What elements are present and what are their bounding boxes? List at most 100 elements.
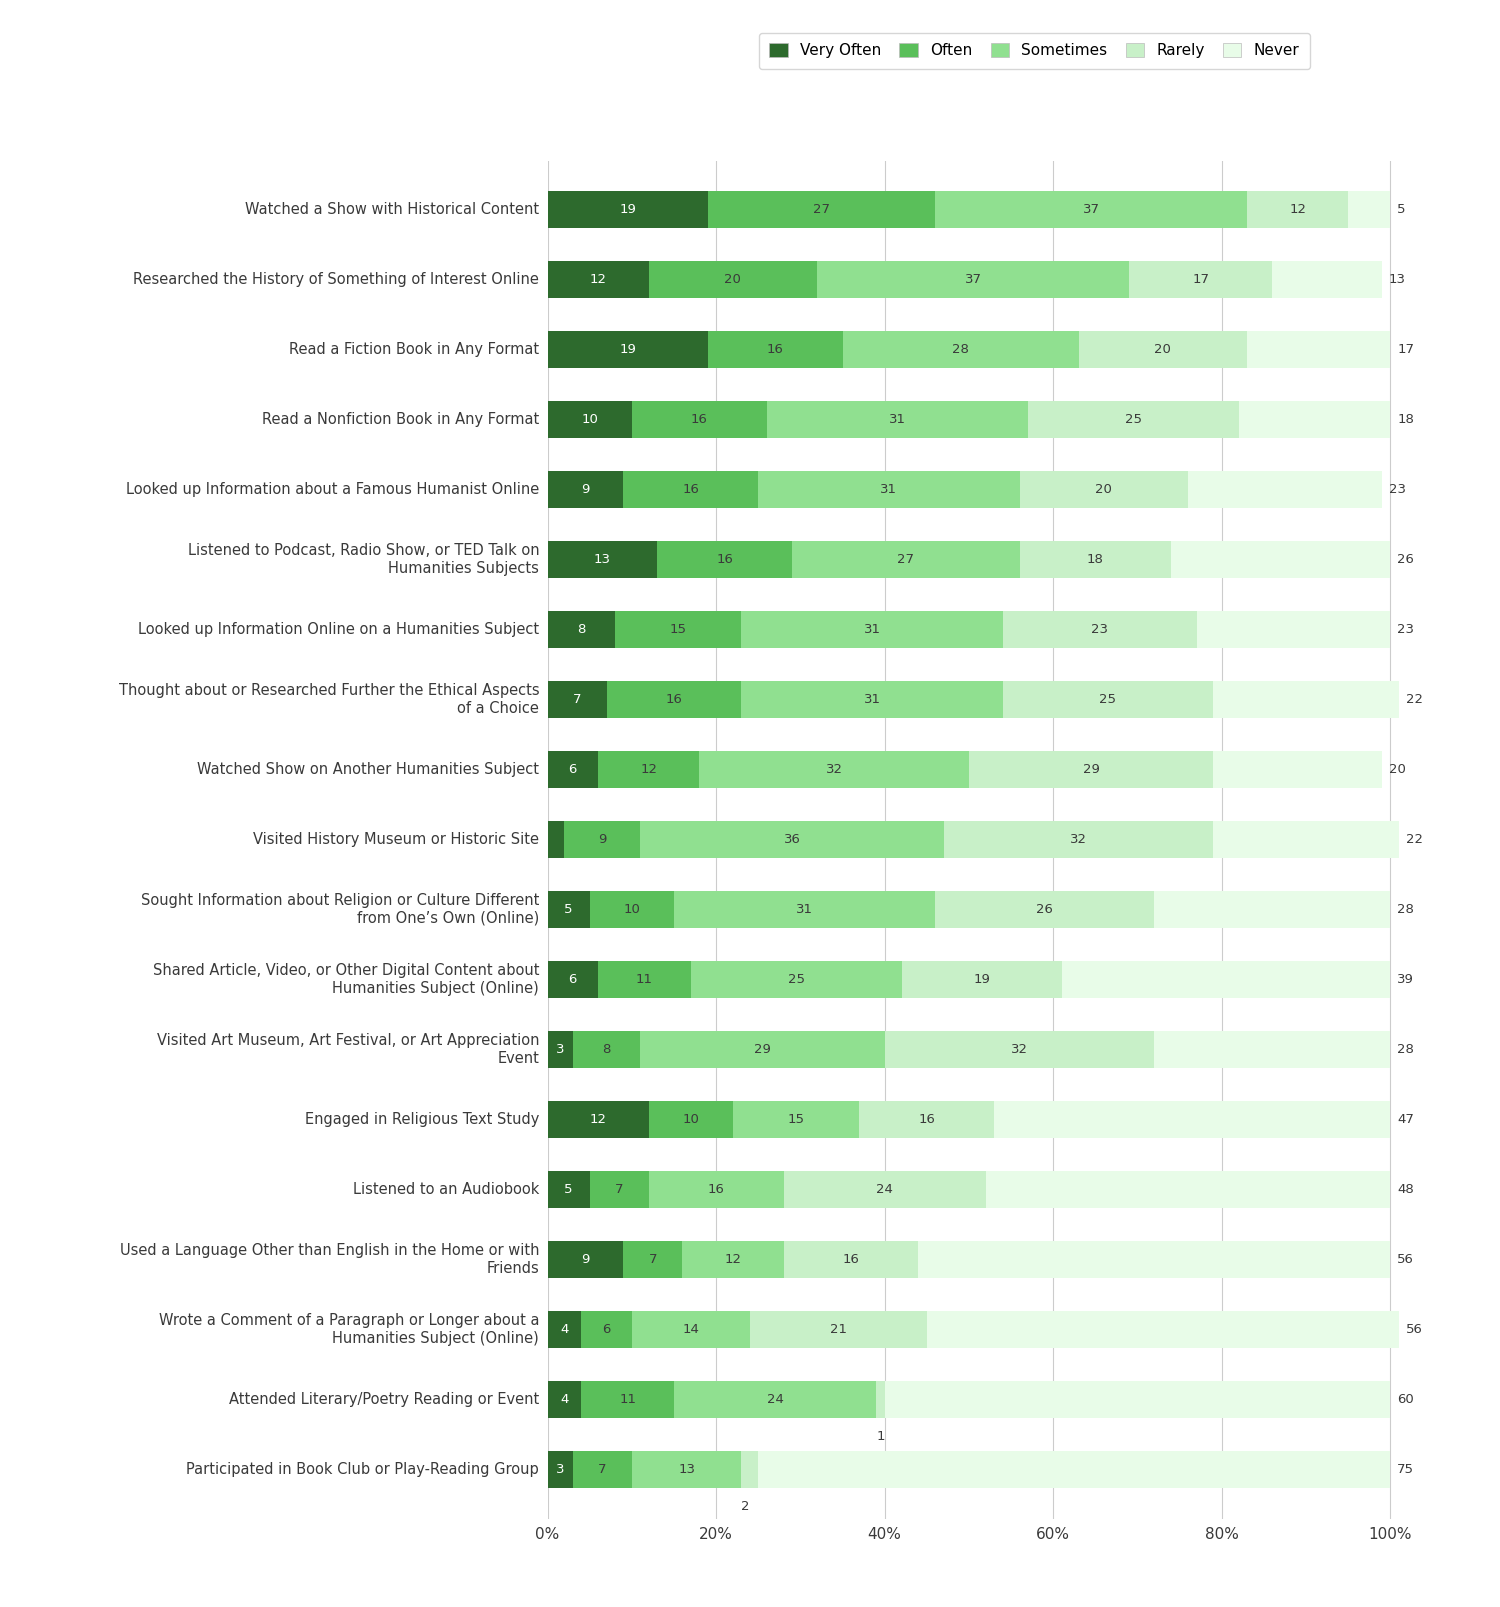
Text: 6: 6 [603, 1323, 610, 1335]
Bar [632, 402, 766, 437]
Text: 31: 31 [864, 693, 880, 705]
Text: 60: 60 [1396, 1393, 1414, 1406]
Text: 25: 25 [788, 974, 804, 987]
Text: 7: 7 [648, 1253, 657, 1266]
Text: 25: 25 [1100, 693, 1116, 705]
Text: 17: 17 [1192, 273, 1209, 286]
Text: 18: 18 [1088, 553, 1104, 566]
Text: 21: 21 [830, 1323, 848, 1335]
Text: 12: 12 [640, 763, 657, 776]
Text: 24: 24 [876, 1183, 892, 1196]
Bar [708, 331, 843, 368]
Bar [1197, 612, 1390, 648]
Bar [734, 1101, 860, 1138]
Text: 5: 5 [564, 1183, 573, 1196]
Text: 3: 3 [556, 1043, 564, 1056]
Bar [548, 1242, 624, 1278]
Text: 31: 31 [880, 484, 897, 497]
Bar [1020, 542, 1172, 579]
Bar [918, 1242, 1390, 1278]
Text: 22: 22 [1406, 693, 1422, 705]
Bar [741, 612, 1002, 648]
Text: 5: 5 [1396, 202, 1406, 217]
Text: 13: 13 [678, 1462, 694, 1477]
Bar [548, 1172, 590, 1208]
Text: 29: 29 [1083, 763, 1100, 776]
Text: 2: 2 [741, 1501, 750, 1514]
Bar [548, 612, 615, 648]
Text: 15: 15 [669, 624, 687, 636]
Text: 19: 19 [620, 344, 636, 357]
Bar [750, 1311, 927, 1348]
Text: 26: 26 [1036, 903, 1053, 916]
Bar [1020, 471, 1188, 508]
Bar [682, 1242, 783, 1278]
Text: 47: 47 [1396, 1114, 1414, 1127]
Text: 18: 18 [1396, 413, 1414, 426]
Bar [1028, 402, 1239, 437]
Bar [548, 1101, 648, 1138]
Bar [624, 471, 758, 508]
Bar [1002, 681, 1214, 718]
Text: 10: 10 [682, 1114, 699, 1127]
Bar [1155, 1032, 1390, 1067]
Bar [674, 892, 934, 927]
Text: 10: 10 [580, 413, 598, 426]
Bar [792, 542, 1020, 579]
Text: 56: 56 [1406, 1323, 1422, 1335]
Bar [1348, 191, 1390, 228]
Bar [1214, 681, 1400, 718]
Bar [1062, 961, 1390, 998]
Text: 27: 27 [813, 202, 830, 217]
Bar [548, 752, 598, 787]
Text: 9: 9 [580, 484, 590, 497]
Bar [548, 892, 590, 927]
Text: 23: 23 [1389, 484, 1406, 497]
Bar [548, 961, 598, 998]
Bar [758, 471, 1020, 508]
Text: 23: 23 [1090, 624, 1108, 636]
Text: 28: 28 [952, 344, 969, 357]
Bar [1214, 752, 1382, 787]
Bar [1214, 821, 1400, 858]
Text: 29: 29 [754, 1043, 771, 1056]
Bar [741, 1451, 758, 1488]
Text: 75: 75 [1396, 1462, 1414, 1477]
Bar [598, 961, 692, 998]
Bar [1246, 331, 1390, 368]
Bar [548, 1032, 573, 1067]
Bar [902, 961, 1062, 998]
Bar [548, 471, 624, 508]
Text: 8: 8 [603, 1043, 610, 1056]
Text: 36: 36 [783, 832, 801, 847]
Bar [548, 402, 632, 437]
Text: 7: 7 [615, 1183, 624, 1196]
Text: 5: 5 [564, 903, 573, 916]
Text: 22: 22 [1406, 832, 1422, 847]
Text: 20: 20 [1155, 344, 1172, 357]
Text: 31: 31 [890, 413, 906, 426]
Text: 37: 37 [1083, 202, 1100, 217]
Text: 12: 12 [1288, 202, 1306, 217]
Text: 9: 9 [598, 832, 606, 847]
Bar [598, 752, 699, 787]
Bar [969, 752, 1214, 787]
Text: 23: 23 [1396, 624, 1414, 636]
Bar [548, 681, 606, 718]
Text: 32: 32 [1070, 832, 1088, 847]
Bar [708, 191, 934, 228]
Bar [548, 331, 708, 368]
Text: 17: 17 [1396, 344, 1414, 357]
Bar [699, 752, 969, 787]
Text: 6: 6 [568, 974, 578, 987]
Bar [859, 1101, 994, 1138]
Text: 14: 14 [682, 1323, 699, 1335]
Bar [1002, 612, 1197, 648]
Bar [885, 1032, 1155, 1067]
Text: 16: 16 [708, 1183, 724, 1196]
Bar [758, 1451, 1390, 1488]
Text: 25: 25 [1125, 413, 1142, 426]
Bar [843, 331, 1078, 368]
Text: 11: 11 [620, 1393, 636, 1406]
Bar [632, 1311, 750, 1348]
